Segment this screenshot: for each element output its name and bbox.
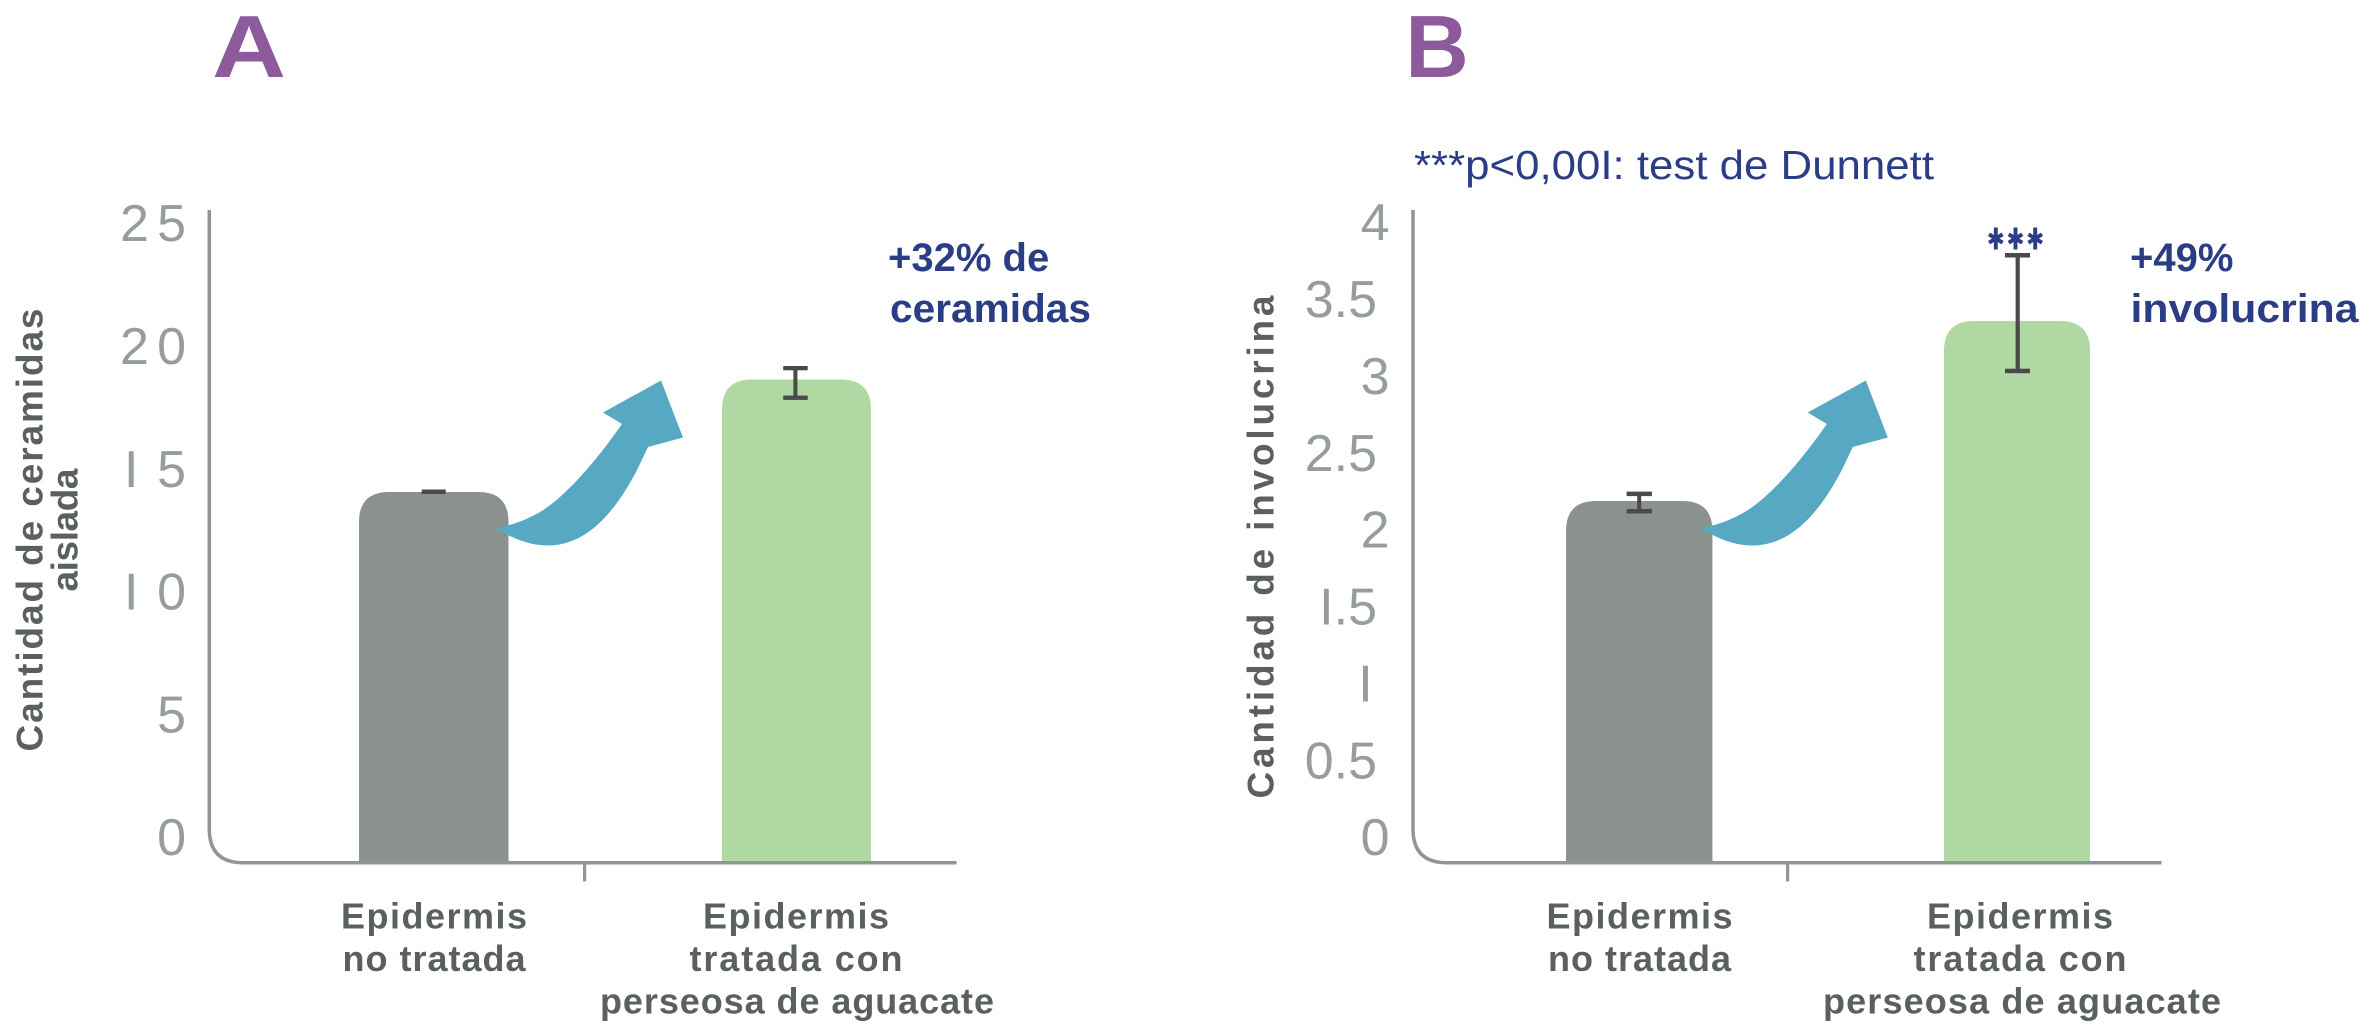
- svg-text:3.5: 3.5: [1305, 271, 1377, 329]
- svg-text:I: I: [1358, 656, 1372, 714]
- svg-text:5: 5: [157, 686, 186, 744]
- svg-text:0: 0: [1361, 809, 1390, 867]
- svg-text:tratada con: tratada con: [1914, 938, 2127, 979]
- svg-text:+32% de: +32% de: [888, 236, 1049, 280]
- svg-text:Epidermis: Epidermis: [341, 896, 527, 937]
- svg-text:0.5: 0.5: [1305, 732, 1377, 790]
- svg-text:3: 3: [1361, 348, 1390, 406]
- svg-text:no tratada: no tratada: [343, 938, 527, 979]
- svg-text:aislada: aislada: [45, 468, 86, 591]
- svg-text:perseosa de aguacate: perseosa de aguacate: [600, 981, 994, 1022]
- svg-text:0: 0: [157, 809, 186, 867]
- svg-text:A: A: [212, 0, 286, 96]
- svg-text:Epidermis: Epidermis: [1547, 896, 1733, 937]
- svg-text:B: B: [1405, 0, 1469, 96]
- svg-text:ceramidas: ceramidas: [890, 287, 1091, 331]
- svg-text:***p<0,00I: test de Dunnett: ***p<0,00I: test de Dunnett: [1414, 142, 1935, 188]
- svg-text:2.5: 2.5: [1305, 425, 1377, 483]
- svg-text:perseosa de aguacate: perseosa de aguacate: [1823, 981, 2221, 1022]
- svg-text:no tratada: no tratada: [1548, 938, 1732, 979]
- svg-text:Epidermis: Epidermis: [1927, 896, 2113, 937]
- svg-text:Epidermis: Epidermis: [703, 896, 889, 937]
- svg-text:4: 4: [1361, 194, 1390, 252]
- svg-text:tratada con: tratada con: [690, 938, 903, 979]
- svg-text:involucrina: involucrina: [2131, 287, 2360, 331]
- svg-text:+49%: +49%: [2130, 236, 2233, 280]
- svg-text:2: 2: [1361, 502, 1390, 560]
- svg-text:I.5: I.5: [1319, 579, 1377, 637]
